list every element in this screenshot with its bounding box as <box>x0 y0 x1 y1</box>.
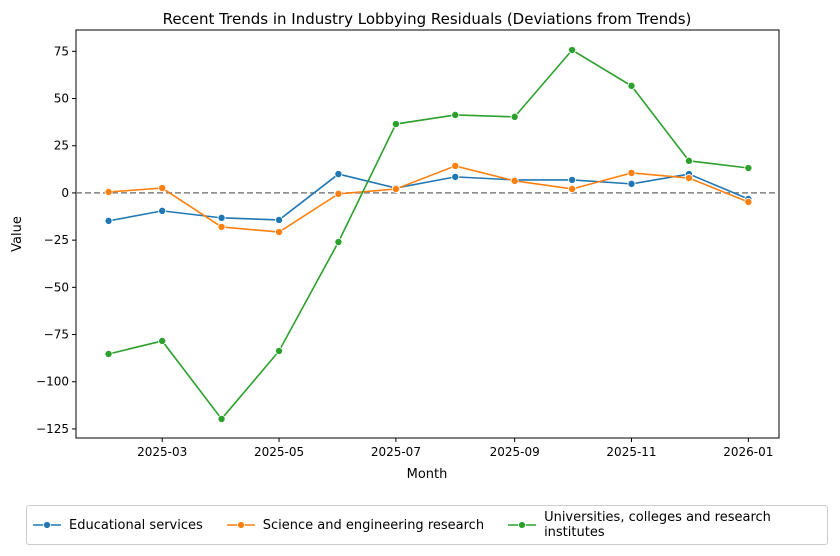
data-point <box>744 197 753 206</box>
series-line <box>108 165 749 233</box>
data-point <box>451 172 460 181</box>
y-tick-label: −50 <box>44 280 69 294</box>
data-point <box>510 112 519 121</box>
data-point <box>158 206 167 215</box>
legend-label: Universities, colleges and research insti… <box>544 510 771 540</box>
data-point <box>217 213 226 222</box>
x-tick-label: 2025-03 <box>137 445 187 459</box>
data-point <box>104 349 113 358</box>
data-point <box>451 110 460 119</box>
data-point <box>334 238 343 247</box>
y-tick-label: 0 <box>61 186 69 200</box>
data-point <box>217 222 226 231</box>
y-axis-label: Value <box>10 216 25 252</box>
legend-item-universities: Universities, colleges and research insti… <box>508 510 771 540</box>
data-point <box>568 175 577 184</box>
data-point <box>627 179 636 188</box>
x-axis-label: Month <box>407 467 448 482</box>
data-point <box>568 184 577 193</box>
legend-label: Science and engineering research <box>262 517 485 533</box>
data-point <box>334 189 343 198</box>
data-point <box>568 46 577 55</box>
legend-label: Educational services <box>69 517 203 533</box>
data-point <box>104 216 113 225</box>
x-tick-label: 2025-07 <box>371 445 421 459</box>
legend-label-line2: institutes <box>544 525 605 540</box>
series-2 <box>104 46 753 423</box>
data-point <box>627 168 636 177</box>
x-tick-label: 2025-05 <box>254 445 304 459</box>
legend-label-line1: Universities, colleges and research <box>544 510 771 525</box>
legend-item-science-engineering: Science and engineering research <box>226 517 485 533</box>
data-point <box>744 164 753 173</box>
y-tick-label: −100 <box>36 375 69 389</box>
series-line <box>108 48 749 421</box>
y-tick-label: 25 <box>54 139 69 153</box>
series-0 <box>104 170 753 225</box>
data-point <box>684 174 693 183</box>
data-point <box>451 161 460 170</box>
plot-frame <box>75 29 780 439</box>
data-point <box>158 336 167 345</box>
data-point <box>275 228 284 237</box>
legend-marker-green <box>508 521 537 529</box>
x-tick-label: 2026-01 <box>723 445 773 459</box>
legend-marker-orange <box>226 521 255 529</box>
data-point <box>391 120 400 129</box>
y-tick-label: 50 <box>54 92 69 106</box>
legend: Educational services Science and enginee… <box>26 505 828 545</box>
y-tick-label: −75 <box>44 328 69 342</box>
series-1 <box>104 161 753 237</box>
data-point <box>684 156 693 165</box>
data-point <box>104 187 113 196</box>
data-point <box>217 414 226 423</box>
y-tick-label: 75 <box>54 44 69 58</box>
legend-item-educational-services: Educational services <box>33 518 203 533</box>
x-tick-label: 2025-11 <box>606 445 656 459</box>
data-point <box>275 215 284 224</box>
y-tick-label: −125 <box>36 422 69 436</box>
x-tick-label: 2025-09 <box>490 445 540 459</box>
legend-marker-blue <box>33 521 61 529</box>
data-point <box>334 170 343 179</box>
data-point <box>391 184 400 193</box>
series-line <box>108 173 749 222</box>
data-point <box>275 346 284 355</box>
data-point <box>158 184 167 193</box>
data-point <box>510 176 519 185</box>
chart-title: Recent Trends in Industry Lobbying Resid… <box>163 10 692 28</box>
data-point <box>627 81 636 90</box>
y-tick-label: −25 <box>44 233 69 247</box>
